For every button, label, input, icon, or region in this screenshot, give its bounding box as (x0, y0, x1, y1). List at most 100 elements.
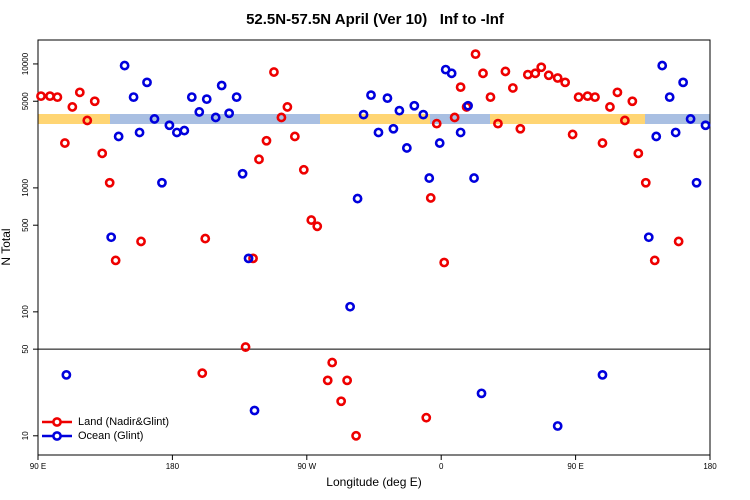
point (543, 70, 554, 81)
x-tick-label: 0 (439, 462, 444, 471)
x-tick-label: 180 (703, 462, 717, 471)
ocean-band (645, 114, 710, 124)
point (322, 375, 333, 386)
point (640, 177, 651, 188)
point (128, 92, 139, 103)
point (573, 92, 584, 103)
point (455, 127, 466, 138)
point (700, 120, 711, 131)
point (240, 342, 251, 352)
point (298, 164, 309, 175)
point (434, 138, 445, 148)
x-tick-label: 90 E (567, 462, 583, 471)
point (110, 255, 121, 266)
y-tick-label: 500 (21, 218, 30, 232)
x-tick-label: 90 E (30, 462, 46, 471)
point (673, 236, 684, 247)
point (619, 115, 630, 126)
point (605, 102, 615, 112)
point (633, 148, 644, 159)
point (418, 109, 429, 120)
point (446, 68, 457, 79)
point (590, 92, 600, 103)
land-band (38, 114, 110, 124)
ocean-band (110, 114, 320, 124)
point (552, 73, 563, 83)
point (231, 92, 242, 103)
y-tick-label: 50 (21, 344, 30, 353)
point (664, 92, 675, 103)
point (455, 82, 466, 93)
point (476, 388, 487, 399)
point (649, 255, 660, 266)
point (249, 405, 260, 416)
point (74, 87, 85, 98)
point (373, 127, 384, 138)
point (439, 257, 450, 268)
point (449, 112, 460, 123)
y-tick-label: 10000 (21, 52, 30, 75)
point (409, 100, 420, 111)
point (342, 375, 353, 386)
point (243, 253, 254, 264)
point (657, 60, 668, 71)
point (179, 125, 190, 136)
point (261, 135, 272, 146)
point (388, 123, 399, 134)
point (106, 232, 117, 243)
point (643, 232, 654, 243)
point (345, 301, 356, 312)
point (59, 138, 70, 148)
point (149, 114, 160, 124)
point (470, 49, 481, 60)
legend-label: Land (Nadir&Glint) (78, 416, 169, 428)
point (469, 173, 479, 183)
point (269, 67, 279, 77)
x-tick-label: 90 W (297, 462, 316, 471)
point (530, 68, 541, 79)
point (197, 368, 208, 379)
land-band (320, 114, 430, 124)
point (289, 131, 300, 142)
point (678, 77, 689, 88)
point (164, 120, 175, 131)
point (224, 108, 235, 119)
point (254, 154, 264, 165)
legend-marker (52, 417, 62, 427)
y-axis-label: N Total (0, 228, 13, 265)
y-tick-label: 1000 (21, 178, 30, 196)
legend-label: Ocean (Glint) (78, 430, 143, 442)
point (157, 177, 167, 188)
point (200, 233, 211, 244)
point (401, 143, 412, 153)
point (421, 412, 432, 423)
point (431, 118, 442, 129)
point (463, 100, 473, 111)
point (507, 83, 518, 93)
point (36, 91, 46, 102)
point (282, 102, 293, 112)
point (536, 62, 547, 73)
y-tick-label: 100 (21, 305, 30, 319)
point (104, 177, 115, 188)
point (493, 118, 503, 129)
y-tick-label: 10 (21, 431, 30, 440)
point (478, 68, 488, 79)
point (567, 129, 578, 140)
point (216, 80, 227, 91)
point (685, 114, 696, 124)
point (612, 87, 623, 98)
point (61, 369, 72, 380)
point (113, 131, 124, 142)
point (82, 115, 93, 126)
point (136, 236, 146, 247)
x-axis-label: Longitude (deg E) (326, 475, 421, 489)
point (424, 173, 435, 183)
plot-frame (37, 39, 711, 456)
point (515, 123, 526, 134)
land-band (490, 114, 645, 124)
point (500, 66, 511, 77)
point (194, 107, 205, 117)
